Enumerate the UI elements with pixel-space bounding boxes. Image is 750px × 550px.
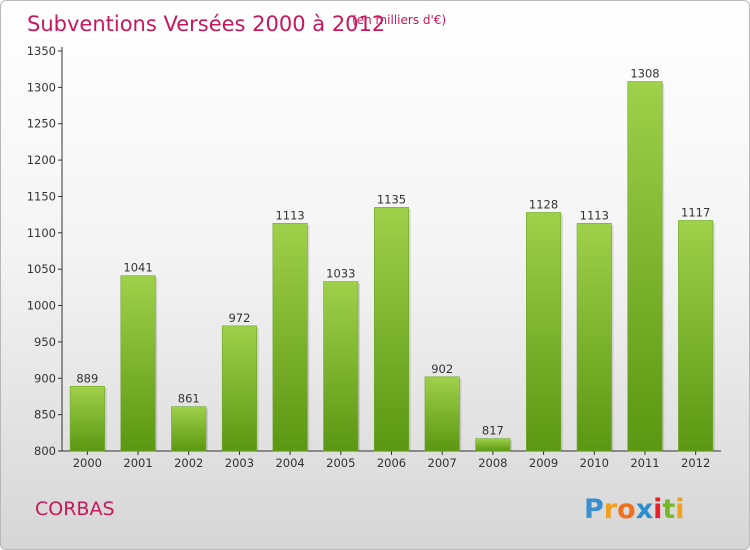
logo-letter: P	[584, 494, 604, 525]
bar-2000	[69, 385, 105, 452]
x-tick-label-2002: 2002	[174, 456, 203, 470]
bar-2007	[424, 376, 460, 452]
logo-letter: o	[617, 494, 636, 525]
y-tick-label: 1050	[27, 262, 56, 276]
data-label-2002: 861	[178, 392, 200, 406]
bar-2008	[475, 438, 511, 452]
bars-group: 889 1041 861 972 1113 1033 1135 902 817 1128 1113 1…	[69, 67, 715, 452]
bar-2004	[272, 223, 308, 452]
proxiti-logo: Proxiti	[584, 494, 685, 525]
x-tick-label-2005: 2005	[326, 456, 355, 470]
chart-title: Subventions Versées 2000 à 2012	[27, 12, 385, 36]
x-tick-label-2011: 2011	[630, 456, 659, 470]
data-label-2000: 889	[76, 371, 98, 385]
logo-letter: r	[604, 494, 618, 525]
logo-letter: i	[675, 494, 684, 525]
x-tick-label-2003: 2003	[225, 456, 254, 470]
x-tick-label-2009: 2009	[529, 456, 558, 470]
y-tick-label: 900	[34, 371, 56, 385]
data-label-2007: 902	[431, 362, 453, 376]
x-tick-label-2012: 2012	[681, 456, 710, 470]
chart-subtitle: (en milliers d'€)	[352, 13, 446, 27]
bar-2006	[373, 207, 410, 452]
logo-letter: t	[662, 494, 675, 525]
y-tick-label: 1100	[27, 226, 56, 240]
bar-2009	[526, 212, 562, 452]
x-tick-label-2010: 2010	[580, 456, 609, 470]
logo-letter: i	[653, 494, 662, 525]
y-tick-label: 1000	[27, 299, 56, 313]
x-tick-label-2004: 2004	[275, 456, 304, 470]
y-tick-label: 1350	[27, 44, 56, 58]
bar-2005	[323, 281, 359, 452]
data-label-2009: 1128	[529, 197, 558, 211]
bar-2003	[221, 325, 257, 452]
bar-2012	[678, 220, 714, 452]
data-label-2005: 1033	[326, 267, 355, 281]
data-label-2008: 817	[482, 424, 504, 438]
x-tick-label-2000: 2000	[73, 456, 102, 470]
x-tick-label-2006: 2006	[377, 456, 406, 470]
y-tick-label: 800	[34, 444, 56, 458]
y-tick-label: 850	[34, 408, 56, 422]
bar-2010	[576, 223, 612, 452]
data-label-2011: 1308	[630, 67, 659, 81]
y-tick-label: 1250	[27, 117, 56, 131]
bar-2002	[171, 406, 207, 452]
x-tick-label-2001: 2001	[123, 456, 152, 470]
data-label-2012: 1117	[681, 205, 710, 219]
y-tick-label: 1300	[27, 80, 56, 94]
bar-2001	[120, 275, 156, 452]
data-label-2010: 1113	[580, 208, 609, 222]
y-tick-label: 1150	[27, 189, 56, 203]
y-tick-label: 1200	[27, 153, 56, 167]
bar-2011	[627, 81, 663, 452]
data-label-2001: 1041	[123, 261, 152, 275]
x-tick-label-2007: 2007	[428, 456, 457, 470]
commune-name: CORBAS	[35, 498, 115, 520]
data-label-2004: 1113	[275, 208, 304, 222]
data-label-2003: 972	[228, 311, 250, 325]
x-tick-label-2008: 2008	[478, 456, 507, 470]
data-label-2006: 1135	[377, 192, 406, 206]
y-tick-label: 950	[34, 335, 56, 349]
axes: 800 850 900 950 1000 1050 1100 1150 1200 1250 1300…	[27, 44, 721, 470]
logo-letter: x	[636, 494, 653, 525]
